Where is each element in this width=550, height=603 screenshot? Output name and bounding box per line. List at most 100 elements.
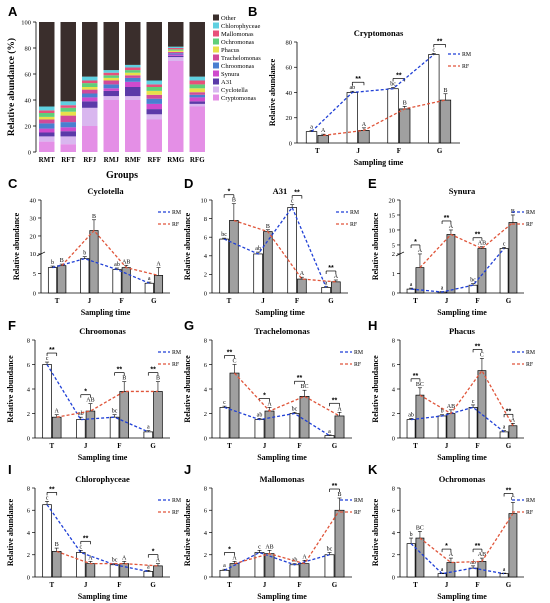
x-tick-label: F (475, 442, 479, 450)
significance-stars: ** (475, 543, 481, 550)
x-tick-label: G (328, 297, 334, 305)
x-tick-label: F (397, 147, 401, 155)
bar-segment-cyclotella (60, 136, 76, 145)
bar-segment-other (189, 22, 205, 77)
y-axis-label: Relative abundance (371, 355, 380, 423)
y-axis-label: Relative abundance (6, 498, 15, 566)
bar-segment-cryptomonas (146, 119, 162, 152)
y-axis-label: Relative abundance (6, 355, 15, 423)
x-tick-label: J (445, 581, 449, 589)
significance-letter-rf: AB (265, 544, 273, 550)
y-tick-label: 4 (27, 530, 31, 537)
y-axis-label: Relative abundance (183, 212, 192, 280)
significance-letter-rf: B (92, 214, 96, 220)
x-tick-label: F (119, 297, 123, 305)
significance-letter-rm: a (503, 567, 506, 573)
bar-segment-ochromonas (60, 107, 76, 112)
bar-rm (219, 407, 230, 439)
bar-segment-synura (189, 97, 205, 102)
x-tick-label: J (261, 297, 265, 305)
legend-swatch (213, 22, 219, 29)
y-tick-label: 2 (392, 411, 395, 418)
bar-segment-other (168, 22, 184, 47)
y-tick-label: 5 (33, 271, 36, 278)
y-tick-label: 80 (25, 46, 32, 53)
bar-rm (406, 419, 416, 439)
legend-label: Trachelomonas (221, 55, 261, 62)
y-tick-label: 2 (27, 411, 30, 418)
bar-rm (254, 419, 265, 439)
significance-stars: * (84, 389, 87, 396)
y-tick-label: 2 (27, 552, 30, 559)
x-tick-label: T (55, 297, 60, 305)
bar-rm (76, 552, 86, 578)
panel-letter: D (184, 176, 193, 191)
significance-letter-rm: ab (114, 262, 120, 268)
legend-swatch (213, 38, 219, 45)
bar-segment-phacus (125, 72, 141, 76)
significance-letter-rf: B (232, 198, 236, 204)
significance-letter-rm: bc (327, 547, 333, 553)
bar-segment-other (60, 22, 76, 102)
y-tick-label: 0 (392, 574, 395, 581)
bar-segment-chroomonas (125, 77, 141, 82)
x-tick-label: F (297, 581, 301, 589)
significance-stars: * (152, 549, 155, 556)
panel-letter: I (8, 462, 12, 477)
significance-letter-rm: ab (349, 85, 355, 91)
bar-rf (297, 278, 307, 294)
significance-letter-rf: A (321, 128, 326, 134)
bar-rm (289, 413, 300, 439)
bar-segment-phacus (168, 50, 184, 52)
bar-rf (439, 99, 452, 144)
bar-rm (468, 407, 478, 439)
bar-rm (80, 258, 90, 294)
bar-rm (143, 431, 154, 439)
x-tick-label: G (150, 442, 156, 450)
legend-label: Chlorophyceae (221, 23, 260, 30)
x-tick-label: F (117, 442, 121, 450)
significance-letter-rf: BC (416, 382, 424, 388)
legend-label-rf: RF (172, 510, 180, 516)
x-tick-label: J (84, 442, 88, 450)
bar-rm (346, 92, 358, 144)
significance-letter-rf: A (267, 401, 272, 407)
significance-letter-rm: a (410, 282, 413, 288)
bar-segment-mallomonas (103, 72, 119, 76)
x-tick-label: G (506, 442, 512, 450)
significance-letter-rf: C (480, 352, 484, 358)
trend-line-rf (56, 390, 158, 418)
bar-segment-synura (103, 88, 119, 91)
panel-letter: H (368, 318, 377, 333)
trend-line-rm (46, 504, 149, 573)
legend-swatch (213, 78, 219, 85)
bar-segment-synura (125, 81, 141, 87)
bar-segment-ochromonas (82, 83, 98, 87)
bar-rf (85, 410, 96, 439)
significance-stars: ** (227, 350, 233, 357)
bar-segment-phacus (189, 88, 205, 93)
y-tick-label: 0 (33, 290, 36, 297)
bar-rm (437, 415, 447, 439)
legend-swatch (213, 46, 219, 53)
bar-segment-a31 (168, 55, 184, 58)
bar-segment-chlorophyceae (103, 70, 119, 73)
significance-letter-rm: c (432, 47, 435, 53)
significance-letter-rm: c (46, 356, 49, 362)
y-tick-label: 8 (27, 337, 30, 344)
significance-letter-rf: AB (478, 552, 486, 558)
y-tick-label: 8 (204, 337, 207, 344)
bar-segment-ochromonas (39, 113, 55, 117)
significance-letter-rm: b (410, 532, 413, 538)
bar-rf (508, 222, 518, 294)
bar-segment-a31 (125, 87, 141, 97)
significance-letter-rf: A (55, 409, 60, 415)
significance-letter-rf: C (232, 359, 236, 365)
x-axis-label: Sampling time (437, 592, 487, 601)
significance-letter-rf: B (122, 376, 126, 382)
significance-stars: ** (49, 486, 55, 493)
significance-letter-rm: a (328, 429, 331, 435)
bar-rf (153, 565, 163, 578)
bar-rm (76, 419, 86, 439)
significance-letter-rf: AB (86, 398, 94, 404)
